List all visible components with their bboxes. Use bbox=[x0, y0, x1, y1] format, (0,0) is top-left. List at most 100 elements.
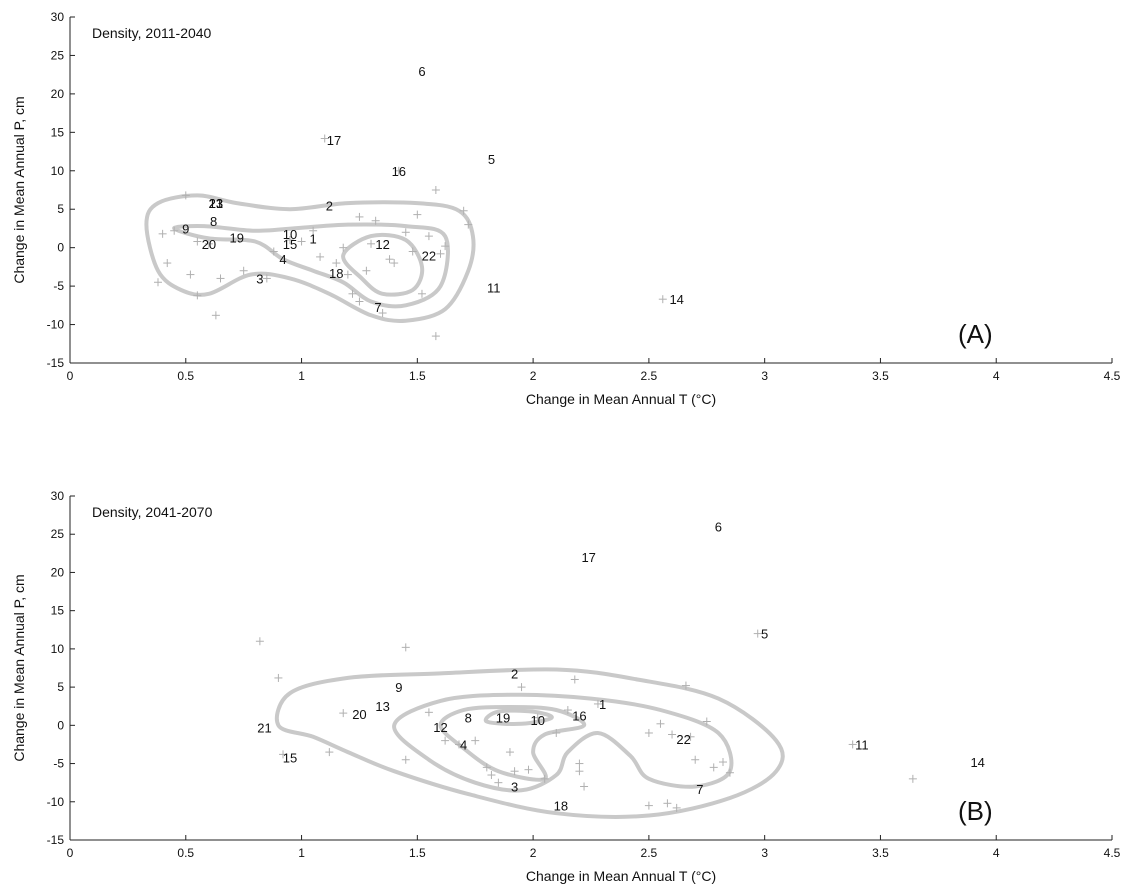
ensemble-point bbox=[668, 730, 677, 739]
density-contour bbox=[392, 692, 734, 793]
point-label: 1 bbox=[310, 231, 317, 246]
point-label: 17 bbox=[327, 133, 341, 148]
ensemble-point bbox=[424, 232, 433, 241]
x-tick-label: 2.5 bbox=[641, 846, 658, 860]
y-tick-label: 15 bbox=[51, 125, 65, 139]
ensemble-point bbox=[455, 740, 464, 749]
ensemble-point bbox=[494, 778, 503, 787]
y-tick-label: -5 bbox=[53, 757, 64, 771]
point-label: 2 bbox=[511, 666, 518, 681]
ensemble-point bbox=[441, 242, 450, 251]
ensemble-point bbox=[848, 740, 857, 749]
ensemble-point bbox=[487, 771, 496, 780]
ensemble-point bbox=[163, 259, 172, 268]
y-tick-label: 30 bbox=[51, 489, 65, 503]
ensemble-point bbox=[510, 767, 519, 776]
point-label: 14 bbox=[970, 755, 984, 770]
ensemble-point bbox=[505, 748, 514, 757]
ensemble-point bbox=[285, 235, 294, 244]
ensemble-point bbox=[570, 675, 579, 684]
point-label: 8 bbox=[465, 711, 472, 726]
ensemble-point bbox=[401, 755, 410, 764]
ensemble-point bbox=[691, 755, 700, 764]
panel-b: 0 0.5 1 1.5 2 2.5 3 3.5 4 4.5-15-10-5051015202530… bbox=[11, 489, 1121, 884]
ensemble-point bbox=[193, 291, 202, 300]
ensemble-point bbox=[482, 763, 491, 772]
point-label: 3 bbox=[511, 779, 518, 794]
point-label: 1 bbox=[599, 697, 606, 712]
ensemble-point bbox=[274, 673, 283, 682]
point-label: 3 bbox=[256, 271, 263, 286]
panel-a: 0 0.5 1 1.5 2 2.5 3 3.5 4 4.5-15-10-5051015202530… bbox=[11, 10, 1121, 407]
y-tick-label: 10 bbox=[51, 164, 65, 178]
y-tick-label: 5 bbox=[57, 680, 64, 694]
point-label: 19 bbox=[496, 711, 510, 726]
y-tick-label: -15 bbox=[47, 356, 65, 370]
ensemble-point bbox=[436, 249, 445, 258]
density-contour bbox=[144, 193, 476, 323]
ensemble-point bbox=[297, 237, 306, 246]
ensemble-point bbox=[211, 311, 220, 320]
ensemble-point bbox=[204, 239, 213, 248]
ensemble-point bbox=[355, 212, 364, 221]
y-tick-label: -10 bbox=[47, 318, 65, 332]
ensemble-point bbox=[540, 774, 549, 783]
point-label: 13 bbox=[209, 196, 223, 211]
ensemble-point bbox=[575, 759, 584, 768]
point-label: 5 bbox=[761, 627, 768, 642]
y-tick-label: 0 bbox=[57, 241, 64, 255]
y-axis-label: Change in Mean Annual P, cm bbox=[11, 96, 27, 283]
density-contour bbox=[172, 222, 450, 309]
x-tick-label: 4.5 bbox=[1104, 369, 1121, 383]
point-label: 11 bbox=[487, 281, 501, 296]
panel-label: (A) bbox=[958, 319, 993, 349]
point-label: 16 bbox=[392, 164, 406, 179]
y-tick-label: -5 bbox=[53, 279, 64, 293]
ensemble-point bbox=[193, 237, 202, 246]
ensemble-point bbox=[362, 266, 371, 275]
x-tick-label: 4 bbox=[993, 846, 1000, 860]
ensemble-point bbox=[644, 728, 653, 737]
point-label: 9 bbox=[395, 680, 402, 695]
ensemble-point bbox=[390, 259, 399, 268]
ensemble-point bbox=[309, 226, 318, 235]
ensemble-point bbox=[552, 728, 561, 737]
point-label: 10 bbox=[531, 713, 545, 728]
x-axis-label: Change in Mean Annual T (°C) bbox=[526, 868, 716, 884]
y-tick-label: 25 bbox=[51, 527, 65, 541]
x-tick-label: 0.5 bbox=[177, 846, 194, 860]
ensemble-point bbox=[593, 699, 602, 708]
ensemble-point bbox=[325, 748, 334, 757]
point-label: 21 bbox=[257, 721, 271, 736]
y-tick-label: 0 bbox=[57, 718, 64, 732]
point-label: 15 bbox=[283, 237, 297, 252]
point-label: 20 bbox=[352, 707, 366, 722]
ensemble-point bbox=[216, 274, 225, 283]
ensemble-point bbox=[408, 247, 417, 256]
point-label: 23 bbox=[209, 196, 223, 211]
x-tick-label: 3.5 bbox=[872, 369, 889, 383]
ensemble-point bbox=[255, 637, 264, 646]
point-label: 5 bbox=[488, 152, 495, 167]
point-label: 19 bbox=[229, 231, 243, 246]
ensemble-point bbox=[672, 803, 681, 812]
ensemble-point bbox=[181, 191, 190, 200]
ensemble-point bbox=[170, 226, 179, 235]
ensemble-point bbox=[459, 206, 468, 215]
x-tick-label: 3 bbox=[761, 846, 768, 860]
x-tick-label: 2.5 bbox=[641, 369, 658, 383]
ensemble-point bbox=[343, 270, 352, 279]
x-tick-label: 1 bbox=[298, 846, 305, 860]
point-label: 4 bbox=[460, 737, 467, 752]
ensemble-point bbox=[524, 765, 533, 774]
ensemble-point bbox=[702, 717, 711, 726]
y-tick-label: 15 bbox=[51, 604, 65, 618]
ensemble-point bbox=[658, 295, 667, 304]
ensemble-point bbox=[471, 736, 480, 745]
ensemble-point bbox=[431, 332, 440, 341]
y-axis-label: Change in Mean Annual P, cm bbox=[11, 574, 27, 761]
point-label: 22 bbox=[422, 248, 436, 263]
ensemble-point bbox=[663, 799, 672, 808]
point-label: 17 bbox=[581, 550, 595, 565]
panel-label: (B) bbox=[958, 796, 993, 826]
